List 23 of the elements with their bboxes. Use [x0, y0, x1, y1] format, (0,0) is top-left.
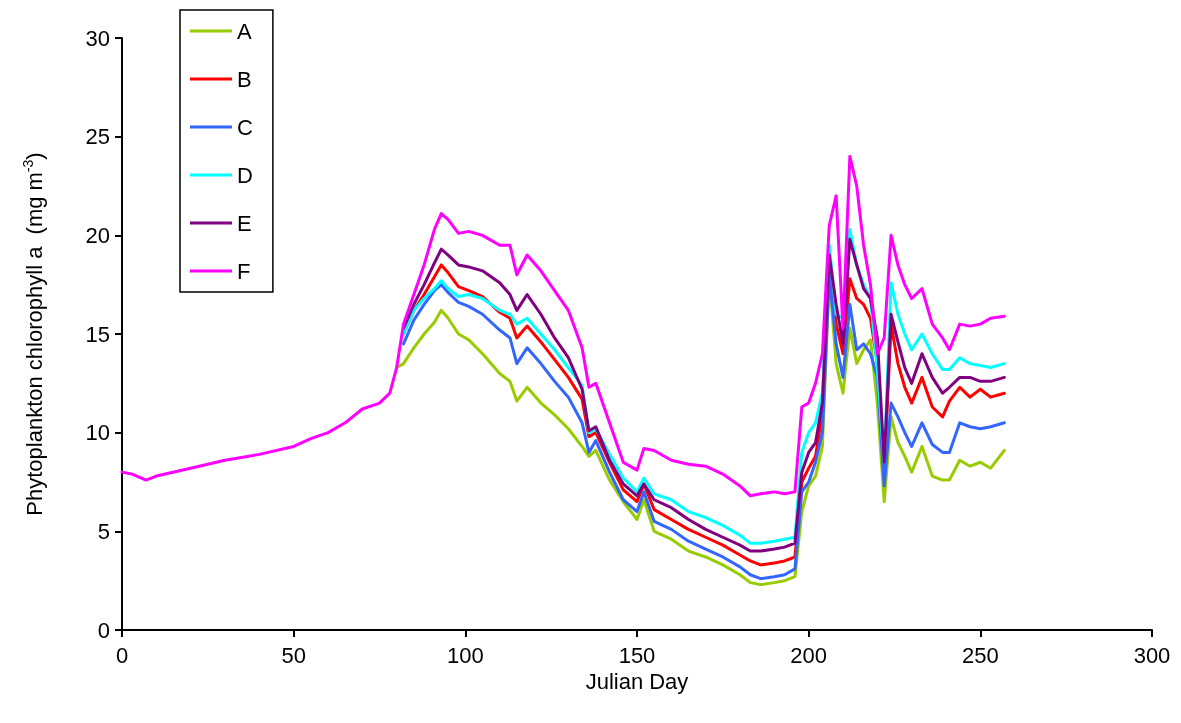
- legend-label: D: [237, 162, 253, 188]
- x-tick-label: 200: [790, 642, 828, 668]
- legend-label: A: [237, 18, 252, 44]
- legend-label: C: [237, 114, 253, 140]
- legend-label: E: [237, 210, 252, 236]
- x-tick-label: 250: [961, 642, 999, 668]
- x-tick-label: 150: [618, 642, 656, 668]
- y-axis-title: Phytoplankton chlorophyll a (mg m-3): [20, 152, 47, 516]
- y-tick-label: 10: [85, 420, 110, 446]
- y-tick-label: 15: [85, 321, 110, 347]
- legend-label: F: [237, 258, 251, 284]
- x-tick-label: 0: [115, 642, 129, 668]
- y-tick-label: 25: [85, 124, 110, 150]
- x-tick-label: 50: [281, 642, 306, 668]
- y-tick-label: 20: [85, 222, 110, 248]
- y-tick-label: 30: [85, 25, 110, 51]
- x-tick-label: 100: [446, 642, 484, 668]
- y-tick-label: 5: [97, 518, 110, 544]
- legend-label: B: [237, 66, 252, 92]
- x-tick-label: 300: [1133, 642, 1171, 668]
- y-tick-label: 0: [97, 617, 110, 643]
- line-series: [120, 154, 1006, 498]
- x-axis-title: Julian Day: [585, 669, 689, 695]
